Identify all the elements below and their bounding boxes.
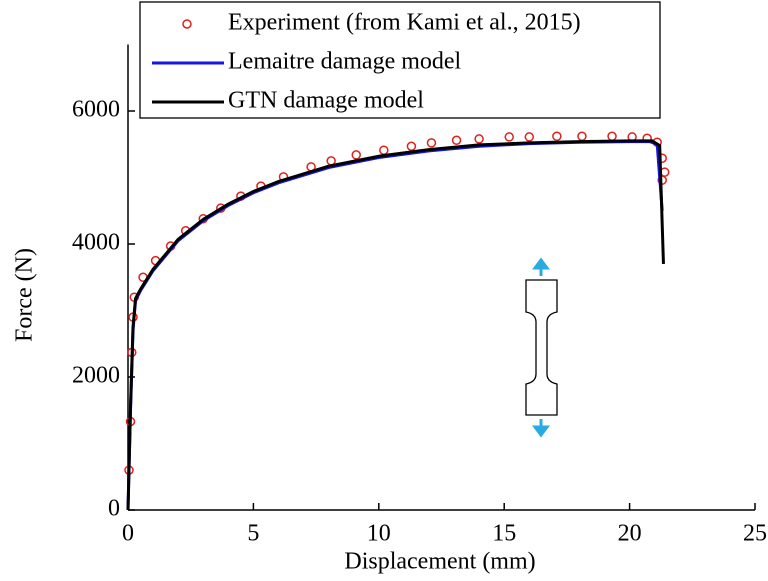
scatter-point — [607, 131, 617, 142]
scatter-point — [552, 131, 562, 142]
specimen-icon — [525, 257, 558, 438]
line — [126, 140, 664, 511]
scatter-point — [524, 132, 535, 142]
scatter-point — [474, 134, 484, 144]
legend-marker — [182, 19, 192, 29]
y-tick-label: 4000 — [72, 230, 120, 256]
legend-label: Experiment (from Kami et al., 2015) — [228, 10, 581, 36]
y-axis-label: Force (N) — [12, 248, 38, 342]
x-tick-label: 0 — [122, 521, 134, 547]
scatter-point — [451, 135, 462, 146]
scatter-point — [379, 145, 389, 155]
x-tick-label: 5 — [247, 521, 259, 547]
y-tick-label: 0 — [108, 496, 120, 522]
scatter-point — [426, 138, 437, 148]
line — [126, 139, 665, 511]
y-tick-label: 6000 — [72, 97, 120, 123]
x-tick-label: 25 — [743, 521, 767, 547]
scatter-point — [504, 132, 514, 142]
legend-label: Lemaitre damage model — [228, 49, 462, 75]
x-tick-label: 20 — [618, 521, 642, 547]
scatter-point — [406, 141, 417, 151]
legend-label: GTN damage model — [228, 88, 424, 114]
x-tick-label: 15 — [492, 521, 516, 547]
y-tick-label: 2000 — [72, 363, 120, 389]
scatter-point — [577, 131, 587, 142]
scatter-point — [351, 150, 361, 160]
legend-box — [139, 1, 661, 119]
x-tick-label: 10 — [367, 521, 391, 547]
x-axis-label: Displacement (mm) — [344, 549, 535, 575]
